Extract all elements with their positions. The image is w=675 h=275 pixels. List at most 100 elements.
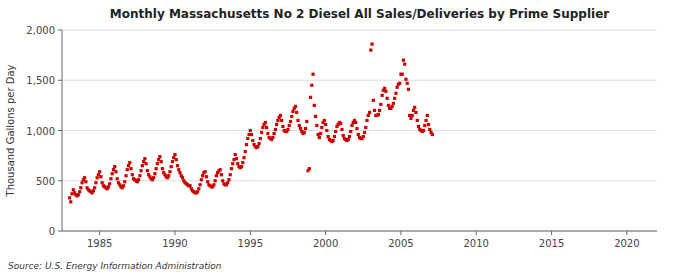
point [219,168,222,171]
tick-label: 2005 [388,238,413,249]
point [318,136,321,139]
point [296,119,299,122]
point [373,109,376,112]
point [423,124,426,127]
grid-line [62,30,657,31]
point [314,115,317,118]
y-axis: 05001,0001,5002,000 [26,25,62,237]
point [372,99,375,102]
point [309,96,312,99]
point [114,170,117,173]
grid-line [62,231,657,232]
point [156,162,159,165]
point [387,104,390,107]
point [426,114,429,117]
point [311,73,314,76]
point [178,171,181,174]
point [109,177,112,180]
point [168,170,171,173]
point [398,82,401,85]
point [170,165,173,168]
tick-label: 1,500 [26,75,55,86]
point [129,167,132,170]
point [280,119,283,122]
point [357,133,360,136]
grid-line [62,80,657,81]
tick-mark [58,231,62,232]
point [212,183,215,186]
point [417,125,420,128]
grid-line [62,130,657,131]
point [139,169,142,172]
point [416,119,419,122]
tick-mark [58,30,62,31]
tick-mark [58,180,62,181]
point [298,124,301,127]
point [320,126,323,129]
point [250,133,253,136]
point [127,164,130,167]
point [177,168,180,171]
point [242,156,245,159]
point [68,196,71,199]
point [138,174,141,177]
point [367,114,370,117]
x-axis-line [62,231,657,232]
point [334,130,337,133]
point [363,131,366,134]
point [122,184,125,187]
point [379,103,382,106]
point [188,184,191,187]
point [236,162,239,165]
point [256,145,259,148]
point [403,63,406,66]
point [111,172,114,175]
point [332,139,335,142]
point [342,134,345,137]
point [391,105,394,108]
point [324,123,327,126]
point [304,127,307,130]
point [101,181,104,184]
point [347,138,350,141]
point [339,122,342,125]
point [143,157,146,160]
chart: Monthly Massachusetts No 2 Diesel All Sa… [0,0,675,275]
point [383,87,386,90]
point [69,200,72,203]
point [77,193,80,196]
tick-label: 1995 [238,238,263,249]
point [431,133,434,136]
point [201,174,204,177]
point [167,174,170,177]
tick-mark [476,231,477,235]
point [308,167,311,170]
tick-label: 2015 [539,238,564,249]
point [116,177,119,180]
point [153,172,156,175]
point [264,121,267,124]
point [158,155,161,158]
point [240,165,243,168]
point [377,113,380,116]
point [348,135,351,138]
point [411,114,414,117]
point [393,97,396,100]
point [427,123,430,126]
point [392,102,395,105]
y-axis-label: Thousand Gallons per Day [5,64,16,197]
point [175,158,178,161]
point [368,111,371,114]
point [413,106,416,109]
point [333,135,336,138]
point [152,176,155,179]
point [396,86,399,89]
point [79,186,82,189]
point [414,111,417,114]
point [113,165,116,168]
tick-mark [174,231,175,235]
point [155,167,158,170]
point [355,127,358,130]
point [226,181,229,184]
point [257,142,260,145]
